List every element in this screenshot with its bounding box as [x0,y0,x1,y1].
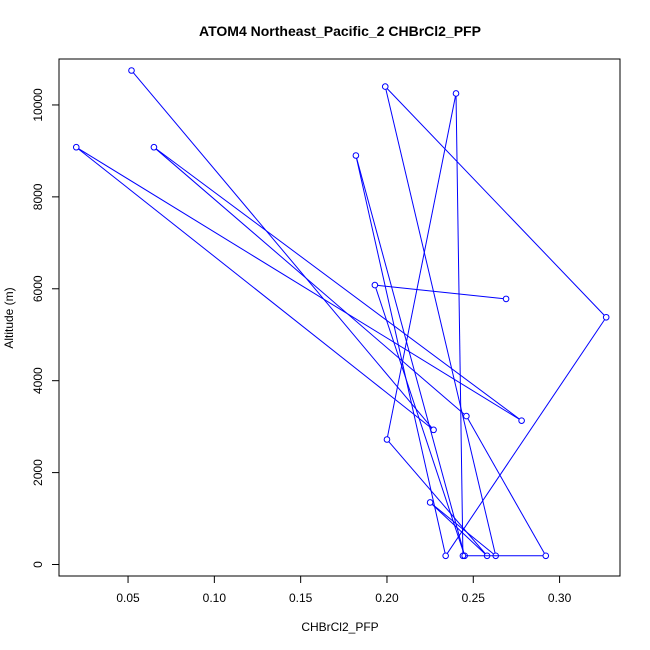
series-segment [467,418,545,554]
series-segment [386,88,605,316]
series-lines [78,72,605,557]
data-point [371,281,379,289]
x-axis: 0.05 0.10 0.15 0.20 0.25 0.30 [116,575,572,605]
series-segment [377,284,504,300]
data-point [150,143,158,151]
series-segment [446,319,605,554]
y-axis: 0 2000 4000 6000 8000 10000 [31,88,60,568]
y-tick-label: 0 [31,561,45,568]
data-point [461,552,468,560]
data-point [128,67,135,74]
series-segment [156,148,520,420]
series-points [72,67,610,560]
x-tick-label: 0.05 [116,591,140,605]
series-segment [432,503,494,555]
series-segment [387,96,456,437]
data-point [426,499,434,506]
series-segment [455,96,464,553]
series-segment [78,148,520,420]
y-tick-label: 6000 [31,275,45,302]
data-point [383,436,391,443]
series-segment [155,148,465,415]
x-tick-label: 0.10 [203,591,227,605]
y-tick-label: 4000 [31,367,45,394]
data-point [542,552,550,560]
data-point [430,426,437,434]
series-segment [78,148,432,429]
chart-title: ATOM4 Northeast_Pacific_2 CHBrCl2_PFP [199,23,481,39]
data-point [352,152,360,159]
y-tick-label: 8000 [31,183,45,210]
series-segment [388,441,486,554]
y-axis-label: Altitude (m) [2,287,16,348]
y-tick-label: 2000 [31,459,45,486]
series-segment [356,158,446,553]
x-tick-label: 0.25 [462,591,486,605]
x-axis-label: CHBrCl2_PFP [301,620,378,634]
data-point [483,552,491,560]
data-point [72,143,80,151]
data-point [452,90,460,97]
series-segment [431,504,486,555]
series-segment [356,158,465,554]
series-segment [375,287,465,554]
data-point [502,295,510,303]
data-point [442,552,449,560]
series-segment [133,72,433,428]
data-point [518,417,525,424]
series-segment [385,89,496,553]
data-point [381,83,389,90]
data-point [602,313,610,321]
x-tick-label: 0.20 [375,591,399,605]
data-point [492,552,500,560]
y-tick-label: 10000 [31,88,45,122]
data-point [463,412,470,420]
x-tick-label: 0.15 [289,591,313,605]
x-tick-label: 0.30 [548,591,572,605]
